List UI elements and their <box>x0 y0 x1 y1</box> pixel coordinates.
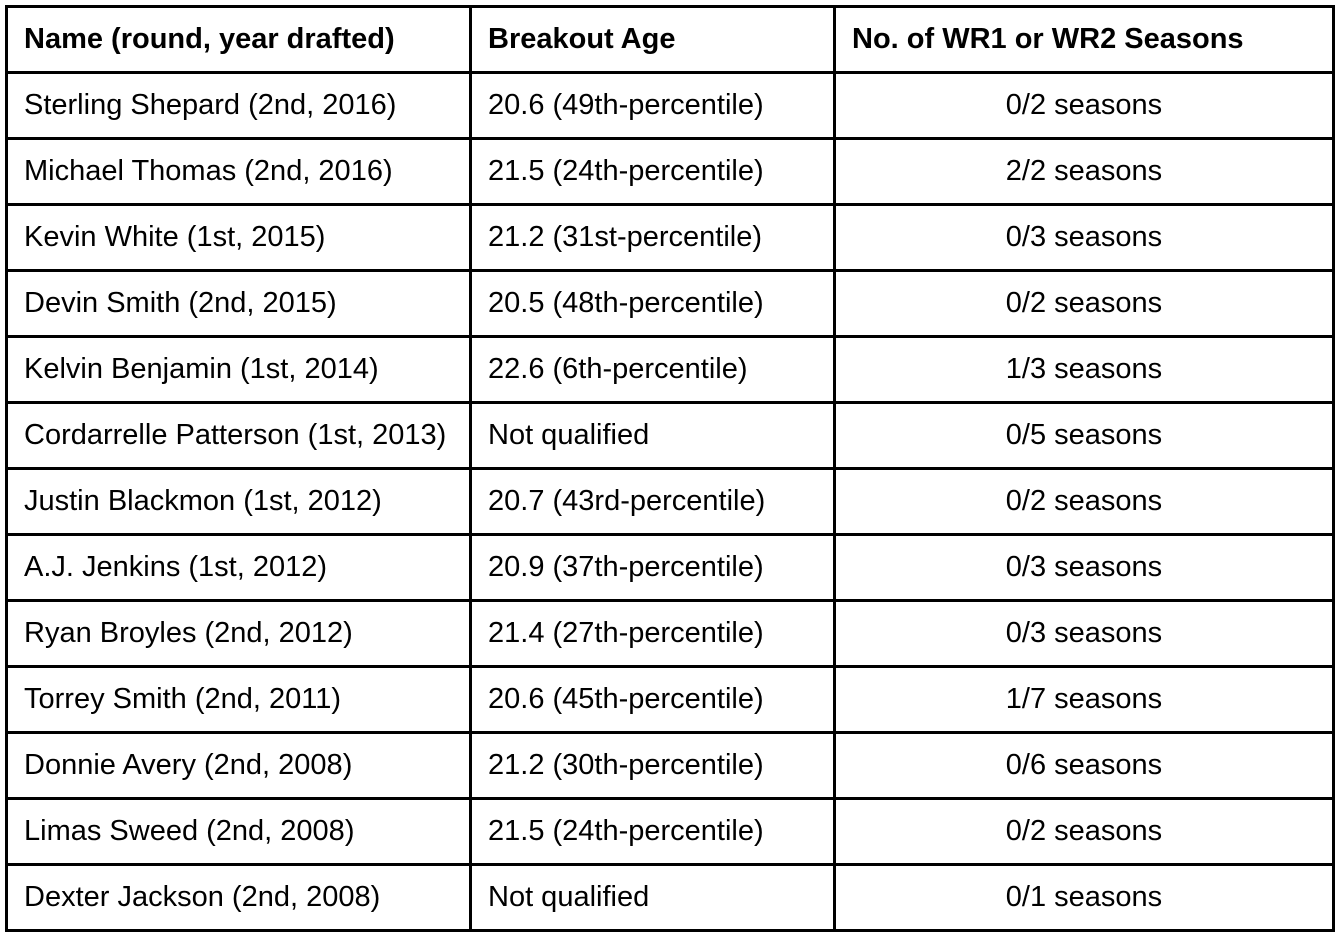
table-row: Sterling Shepard (2nd, 2016) 20.6 (49th-p… <box>5 71 1335 140</box>
table-row: Devin Smith (2nd, 2015) 20.5 (48th-percen… <box>5 269 1335 338</box>
breakout-age-cell: 20.5 (48th-percentile) <box>469 269 836 338</box>
table-row: Dexter Jackson (2nd, 2008) Not qualified 0… <box>5 863 1335 932</box>
breakout-age-cell: 22.6 (6th-percentile) <box>469 335 836 404</box>
wr-seasons-cell: 0/3 seasons <box>833 203 1335 272</box>
table-row: Ryan Broyles (2nd, 2012) 21.4 (27th-perce… <box>5 599 1335 668</box>
table-row: Kevin White (1st, 2015) 21.2 (31st-percen… <box>5 203 1335 272</box>
player-name-cell: Cordarrelle Patterson (1st, 2013) <box>5 401 472 470</box>
wr-seasons-cell: 0/2 seasons <box>833 797 1335 866</box>
wr-seasons-cell: 1/3 seasons <box>833 335 1335 404</box>
breakout-age-cell: 20.6 (49th-percentile) <box>469 71 836 140</box>
wr-seasons-cell: 2/2 seasons <box>833 137 1335 206</box>
table-body: Sterling Shepard (2nd, 2016) 20.6 (49th-p… <box>5 71 1335 932</box>
table-row: Kelvin Benjamin (1st, 2014) 22.6 (6th-per… <box>5 335 1335 404</box>
wr-seasons-cell: 1/7 seasons <box>833 665 1335 734</box>
table-row: Michael Thomas (2nd, 2016) 21.5 (24th-per… <box>5 137 1335 206</box>
wr-seasons-cell: 0/1 seasons <box>833 863 1335 932</box>
breakout-age-cell: Not qualified <box>469 401 836 470</box>
header-row: Name (round, year drafted) Breakout Age … <box>5 5 1335 74</box>
player-name-cell: Kevin White (1st, 2015) <box>5 203 472 272</box>
breakout-age-cell: 20.7 (43rd-percentile) <box>469 467 836 536</box>
breakout-age-cell: 21.2 (31st-percentile) <box>469 203 836 272</box>
player-name-cell: Dexter Jackson (2nd, 2008) <box>5 863 472 932</box>
breakout-age-cell: 21.4 (27th-percentile) <box>469 599 836 668</box>
player-name-cell: Limas Sweed (2nd, 2008) <box>5 797 472 866</box>
wr-seasons-cell: 0/6 seasons <box>833 731 1335 800</box>
breakout-age-cell: Not qualified <box>469 863 836 932</box>
column-header-name: Name (round, year drafted) <box>5 5 472 74</box>
column-header-breakout-age: Breakout Age <box>469 5 836 74</box>
breakout-age-cell: 21.5 (24th-percentile) <box>469 797 836 866</box>
table-row: Donnie Avery (2nd, 2008) 21.2 (30th-perce… <box>5 731 1335 800</box>
player-name-cell: Ryan Broyles (2nd, 2012) <box>5 599 472 668</box>
player-name-cell: Torrey Smith (2nd, 2011) <box>5 665 472 734</box>
breakout-age-cell: 21.2 (30th-percentile) <box>469 731 836 800</box>
wr-breakout-table: Name (round, year drafted) Breakout Age … <box>5 5 1335 932</box>
player-name-cell: Justin Blackmon (1st, 2012) <box>5 467 472 536</box>
breakout-age-cell: 20.6 (45th-percentile) <box>469 665 836 734</box>
column-header-wr-seasons: No. of WR1 or WR2 Seasons <box>833 5 1335 74</box>
breakout-age-cell: 20.9 (37th-percentile) <box>469 533 836 602</box>
table-row: Cordarrelle Patterson (1st, 2013) Not qua… <box>5 401 1335 470</box>
player-name-cell: Sterling Shepard (2nd, 2016) <box>5 71 472 140</box>
wr-seasons-cell: 0/3 seasons <box>833 533 1335 602</box>
wr-seasons-cell: 0/2 seasons <box>833 467 1335 536</box>
player-name-cell: Devin Smith (2nd, 2015) <box>5 269 472 338</box>
wr-seasons-cell: 0/2 seasons <box>833 71 1335 140</box>
wr-seasons-cell: 0/3 seasons <box>833 599 1335 668</box>
player-name-cell: Donnie Avery (2nd, 2008) <box>5 731 472 800</box>
player-name-cell: Michael Thomas (2nd, 2016) <box>5 137 472 206</box>
player-name-cell: Kelvin Benjamin (1st, 2014) <box>5 335 472 404</box>
table-row: Justin Blackmon (1st, 2012) 20.7 (43rd-pe… <box>5 467 1335 536</box>
table-row: Torrey Smith (2nd, 2011) 20.6 (45th-perce… <box>5 665 1335 734</box>
breakout-age-cell: 21.5 (24th-percentile) <box>469 137 836 206</box>
wr-seasons-cell: 0/2 seasons <box>833 269 1335 338</box>
wr-seasons-cell: 0/5 seasons <box>833 401 1335 470</box>
table-row: Limas Sweed (2nd, 2008) 21.5 (24th-percen… <box>5 797 1335 866</box>
player-name-cell: A.J. Jenkins (1st, 2012) <box>5 533 472 602</box>
table-row: A.J. Jenkins (1st, 2012) 20.9 (37th-perce… <box>5 533 1335 602</box>
